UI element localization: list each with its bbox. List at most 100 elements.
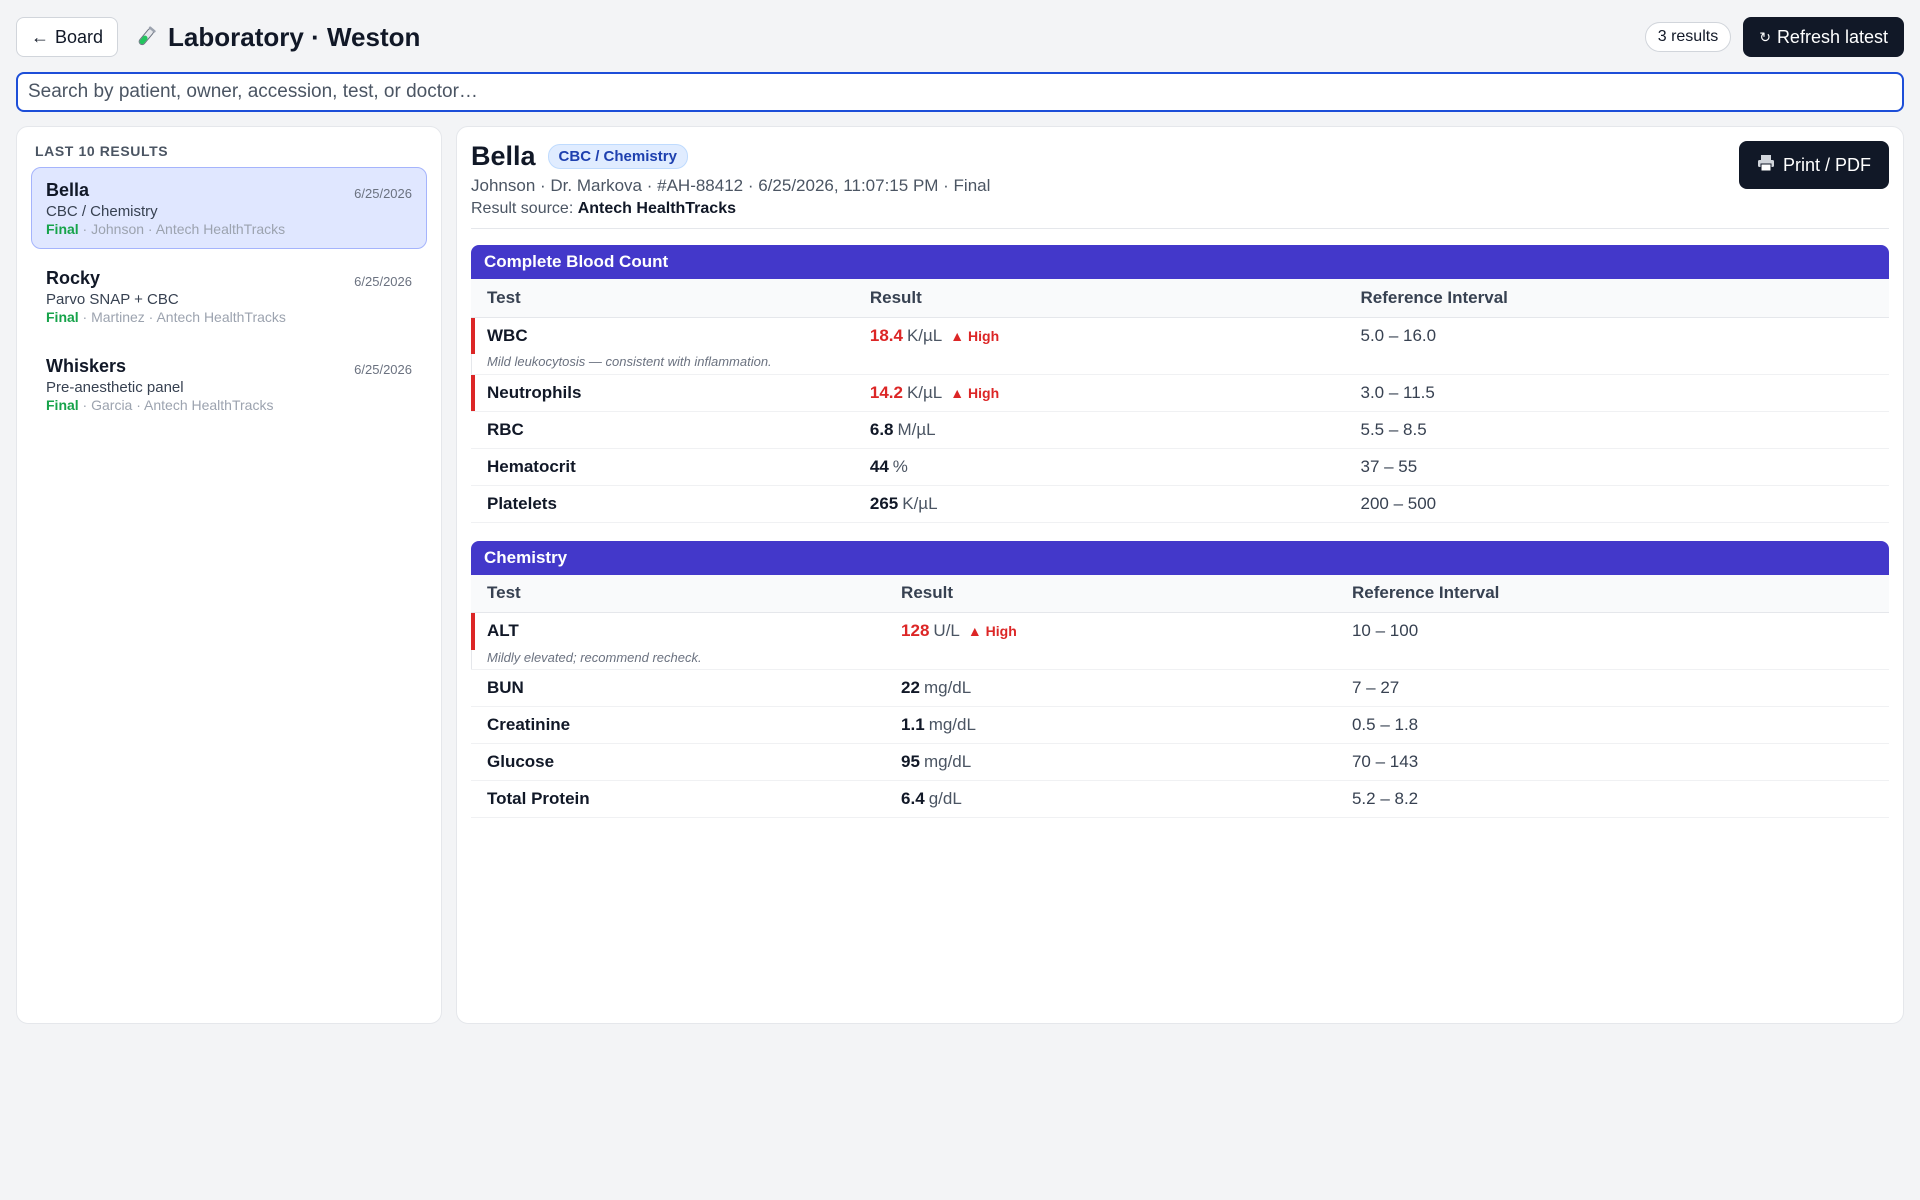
result-list-item[interactable]: Rocky 6/25/2026 Parvo SNAP + CBC Final · Ma… bbox=[31, 255, 427, 337]
result-owner-source: · Martinez · Antech HealthTracks bbox=[78, 309, 286, 325]
result-value: 22 bbox=[901, 678, 920, 697]
patient-name: Bella bbox=[471, 141, 536, 171]
result-source-value: Antech HealthTracks bbox=[577, 200, 736, 217]
results-table: Test Result Reference Interval ALT 128 U/L ▲ H… bbox=[471, 574, 1889, 818]
column-header-ref: Reference Interval bbox=[1344, 279, 1889, 318]
top-header: ← Board Laboratory · Weston 3 results ↻ … bbox=[16, 16, 1904, 58]
result-unit: % bbox=[892, 456, 908, 476]
reference-interval: 3.0 – 11.5 bbox=[1344, 374, 1889, 412]
result-note: Mild leukocytosis — consistent with infl… bbox=[471, 354, 1889, 375]
result-unit: mg/dL bbox=[928, 715, 976, 734]
section-title: Chemistry bbox=[471, 540, 1889, 575]
column-header-test: Test bbox=[471, 574, 886, 613]
result-cell: 6.4 g/dL bbox=[885, 780, 1336, 818]
result-value: 128 bbox=[901, 621, 930, 641]
search-input[interactable] bbox=[16, 72, 1904, 112]
results-table: Test Result Reference Interval WBC 18.4 K/µL ▲… bbox=[471, 279, 1889, 523]
result-status: Final bbox=[46, 221, 79, 237]
result-patient-name: Whiskers bbox=[46, 356, 127, 376]
back-to-board-button[interactable]: ← Board bbox=[16, 17, 119, 57]
result-cell: 1.1 mg/dL bbox=[885, 706, 1336, 744]
result-test-name: Parvo SNAP + CBC bbox=[46, 291, 179, 308]
section-title: Complete Blood Count bbox=[471, 245, 1889, 279]
print-button-label: Print / PDF bbox=[1782, 154, 1871, 175]
result-cell: 18.4 K/µL ▲ High bbox=[854, 317, 1345, 354]
results-count-badge: 3 results bbox=[1644, 22, 1732, 52]
column-header-test: Test bbox=[471, 279, 854, 318]
result-unit: mg/dL bbox=[923, 678, 972, 697]
refresh-icon: ↻ bbox=[1759, 28, 1771, 45]
table-row: Glucose 95 mg/dL 70 – 143 bbox=[471, 743, 1889, 781]
test-name: Hematocrit bbox=[471, 448, 854, 486]
result-cell: 95 mg/dL bbox=[885, 743, 1336, 781]
note-row: Mild leukocytosis — consistent with infl… bbox=[471, 354, 1889, 375]
result-date: 6/25/2026 bbox=[354, 186, 412, 201]
result-patient-name: Rocky bbox=[46, 268, 101, 288]
result-cell: 128 U/L ▲ High bbox=[885, 613, 1336, 650]
back-button-label: Board bbox=[55, 26, 104, 47]
result-meta: Final · Martinez · Antech HealthTracks bbox=[46, 309, 412, 325]
high-flag: ▲ High bbox=[967, 623, 1017, 640]
result-unit: g/dL bbox=[928, 789, 962, 808]
reference-interval: 10 – 100 bbox=[1351, 621, 1419, 641]
reference-interval: 5.2 – 8.2 bbox=[1335, 780, 1889, 818]
table-row: RBC 6.8 M/µL 5.5 – 8.5 bbox=[471, 411, 1889, 449]
test-tube-icon bbox=[132, 23, 160, 51]
test-name: ALT bbox=[471, 613, 885, 650]
result-note: Mildly elevated; recommend recheck. bbox=[471, 649, 1889, 670]
table-row: Hematocrit 44% 37 – 55 bbox=[471, 448, 1889, 486]
refresh-button-label: Refresh latest bbox=[1776, 26, 1888, 47]
result-cell: 44% bbox=[853, 448, 1345, 486]
result-unit: U/L bbox=[933, 621, 960, 641]
result-sections: Complete Blood Count Test Result Reference … bbox=[471, 245, 1889, 818]
result-value: 265 bbox=[869, 493, 899, 513]
refresh-latest-button[interactable]: ↻ Refresh latest bbox=[1743, 17, 1904, 57]
result-section: Complete Blood Count Test Result Reference … bbox=[471, 245, 1889, 523]
table-header-row: Test Result Reference Interval bbox=[471, 574, 1889, 613]
table-row: WBC 18.4 K/µL ▲ High 5.0 – 16.0 bbox=[471, 317, 1889, 354]
result-value: 6.4 bbox=[901, 789, 925, 808]
result-cell: 265 K/µL bbox=[853, 485, 1345, 523]
result-meta: Final · Johnson · Antech HealthTracks bbox=[46, 221, 412, 237]
result-cell: 22 mg/dL bbox=[885, 669, 1336, 707]
test-name: Platelets bbox=[471, 485, 854, 523]
header-actions: 3 results ↻ Refresh latest bbox=[1644, 17, 1904, 57]
result-source-label: Result source: bbox=[471, 200, 578, 217]
result-date: 6/25/2026 bbox=[354, 362, 412, 377]
result-detail-panel: Bella CBC / Chemistry Johnson · Dr. Mark… bbox=[456, 126, 1904, 1024]
sidebar-heading: LAST 10 RESULTS bbox=[35, 143, 169, 159]
reference-interval: 70 – 143 bbox=[1335, 743, 1889, 781]
result-date: 6/25/2026 bbox=[354, 274, 412, 289]
result-value: 95 bbox=[901, 752, 920, 771]
print-pdf-button[interactable]: Print / PDF bbox=[1738, 141, 1889, 189]
result-meta: Final · Garcia · Antech HealthTracks bbox=[46, 397, 412, 413]
result-source: Result source: Antech HealthTracks bbox=[471, 200, 1889, 218]
test-name: BUN bbox=[471, 669, 886, 707]
result-status: Final bbox=[46, 397, 79, 413]
arrow-left-icon: ← bbox=[31, 26, 49, 47]
patient-meta: Johnson · Dr. Markova · #AH-88412 · 6/25… bbox=[471, 176, 991, 195]
result-unit: K/µL bbox=[902, 493, 938, 513]
results-list: Bella 6/25/2026 CBC / Chemistry Final · Joh… bbox=[31, 167, 427, 425]
reference-interval: 37 – 55 bbox=[1344, 448, 1889, 486]
result-unit: mg/dL bbox=[923, 752, 972, 771]
test-name: RBC bbox=[471, 411, 854, 449]
reference-interval: 7 – 27 bbox=[1335, 669, 1889, 707]
test-name: Neutrophils bbox=[471, 374, 854, 412]
high-flag: ▲ High bbox=[950, 384, 1000, 401]
column-header-result: Result bbox=[885, 574, 1336, 613]
result-cell: 6.8 M/µL bbox=[853, 411, 1345, 449]
table-row: ALT 128 U/L ▲ High 10 – 100 bbox=[471, 613, 1889, 650]
reference-interval: 5.5 – 8.5 bbox=[1344, 411, 1889, 449]
panel-tag-badge: CBC / Chemistry bbox=[547, 144, 688, 169]
reference-interval: 200 – 500 bbox=[1344, 485, 1889, 523]
column-header-ref: Reference Interval bbox=[1335, 574, 1889, 613]
table-row: Platelets 265 K/µL 200 – 500 bbox=[471, 485, 1889, 523]
test-name: WBC bbox=[471, 317, 854, 354]
table-row: Neutrophils 14.2 K/µL ▲ High 3.0 – 11.5 bbox=[471, 374, 1889, 412]
result-section: Chemistry Test Result Reference Interval ALT… bbox=[471, 540, 1889, 818]
result-unit: K/µL bbox=[906, 325, 943, 345]
results-sidebar: LAST 10 RESULTS Bella 6/25/2026 CBC / Chem… bbox=[16, 126, 442, 1024]
result-list-item[interactable]: Bella 6/25/2026 CBC / Chemistry Final · Joh… bbox=[31, 167, 427, 249]
result-list-item[interactable]: Whiskers 6/25/2026 Pre-anesthetic panel Fin… bbox=[31, 343, 427, 425]
